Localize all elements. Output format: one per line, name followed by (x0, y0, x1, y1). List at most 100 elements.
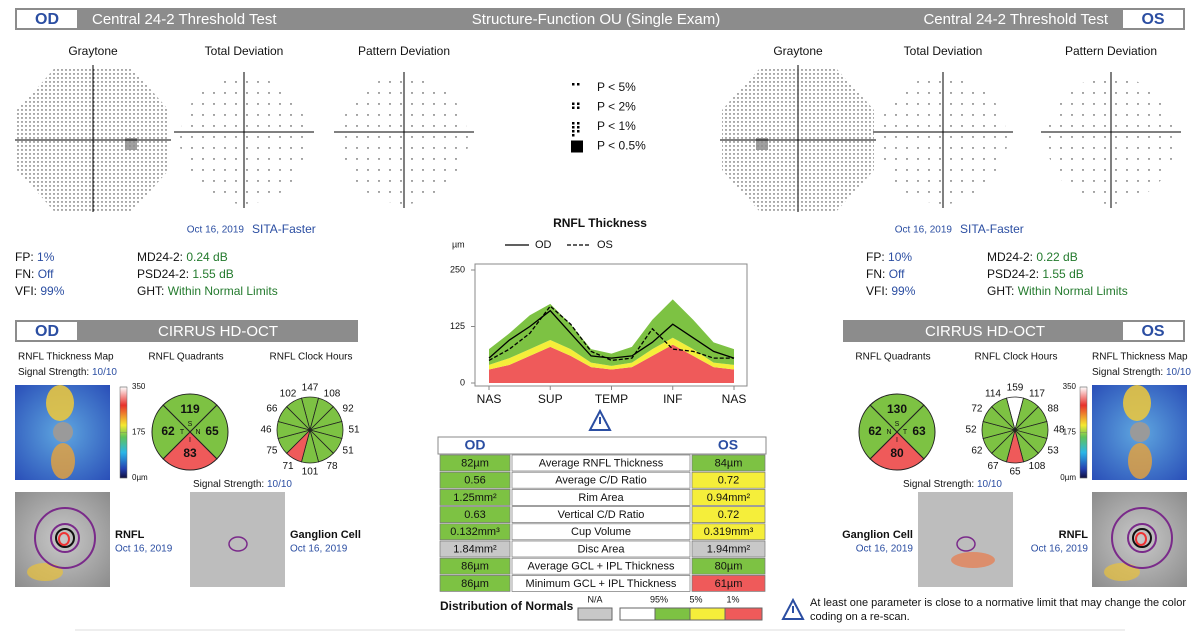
clock-value: 72 (971, 404, 983, 415)
signal-value: 10/10 (1166, 367, 1191, 378)
table-cell (691, 557, 766, 575)
ganglion-fundus (918, 492, 1013, 587)
note-box: At least one parameter is close to a nor… (810, 597, 1186, 623)
cup-margin (1135, 532, 1147, 546)
cell-text: 0.56 (464, 475, 485, 487)
cell-text: Rim Area (578, 492, 624, 504)
legend-swatch (689, 607, 726, 621)
disc-margin (55, 528, 75, 548)
table-cell (439, 506, 511, 523)
exam-date: Oct 16, 2019 (895, 225, 953, 236)
strategy: SITA-Faster (252, 222, 316, 236)
symbol-dot (572, 130, 575, 133)
map-hotspot (46, 385, 74, 421)
ganglion-ring (228, 536, 248, 552)
legend-label: 5% (689, 594, 702, 604)
plot-title: Total Deviation (205, 44, 284, 58)
image-label: RNFL (1059, 529, 1089, 541)
clock-title: RNFL Clock Hours (270, 352, 353, 363)
clock-value: 48 (1053, 425, 1065, 436)
scan-circle (34, 507, 96, 569)
test-name: Central 24-2 Threshold Test (92, 11, 277, 28)
signal-label: Signal Strength: (903, 479, 974, 490)
stat: GHT: Within Normal Limits (987, 284, 1128, 298)
quadrant-letter: N (886, 429, 891, 436)
stat: GHT: Within Normal Limits (137, 284, 278, 298)
legend-label: 1% (726, 594, 739, 604)
symbol-dot (572, 126, 575, 129)
symbol-dot (577, 126, 580, 129)
quadrant-value: 62 (868, 424, 882, 438)
percentile-band (489, 344, 734, 383)
stat-label: VFI: (866, 284, 888, 298)
image-label: Ganglion Cell (842, 529, 913, 541)
table-cell (439, 540, 511, 558)
legend-symbol (572, 83, 580, 86)
rnfl-line (488, 305, 734, 362)
eye-box (1123, 322, 1183, 340)
scan-circle (1127, 523, 1157, 553)
quadrant-value: 65 (205, 424, 219, 438)
clock-value: 66 (266, 404, 278, 415)
stat-value: Off (38, 267, 54, 281)
quadrant-letter: T (180, 429, 185, 436)
table-cell (511, 540, 691, 558)
legend-swatch (724, 607, 763, 621)
stat: MD24-2: 0.22 dB (987, 250, 1078, 264)
legend-label: P < 1% (597, 119, 636, 133)
image-date: Oct 16, 2019 (1031, 544, 1089, 555)
cell-text: 1.25mm² (453, 492, 497, 504)
legend-label: P < 0.5% (597, 139, 646, 153)
legend-label: OS (597, 239, 613, 251)
graytone-spot (125, 138, 137, 150)
quadrant-value: 63 (912, 424, 926, 438)
legend-symbol (572, 102, 580, 109)
cell-text: Average RNFL Thickness (539, 457, 664, 469)
scan-circle (50, 523, 80, 553)
cell-text: 86µm (461, 578, 489, 590)
stat-label: PSD24-2: (987, 267, 1039, 281)
stat-label: MD24-2: (137, 250, 183, 264)
symbol-dot (572, 83, 575, 86)
eye-label: OS (1141, 323, 1164, 340)
stat-value: 0.24 dB (186, 250, 227, 264)
image-date: Oct 16, 2019 (115, 544, 173, 555)
symbol-dot (572, 122, 575, 125)
cell-text: 0.72 (718, 509, 739, 521)
stat-value: Within Normal Limits (168, 284, 278, 298)
y-axis-label: µm (452, 239, 465, 249)
section-bar (15, 320, 358, 342)
x-tick-label: TEMP (595, 392, 628, 406)
x-tick-label: INF (663, 392, 682, 406)
y-tick-label: 250 (450, 264, 465, 274)
map-hotspot (51, 443, 75, 479)
scale-label: 350 (1063, 382, 1077, 391)
table-cell (439, 489, 511, 506)
stat-value: Within Normal Limits (1018, 284, 1128, 298)
y-tick-label: 125 (450, 321, 465, 331)
stat: VFI: 99% (15, 284, 65, 298)
cell-text: 61µm (715, 578, 743, 590)
clock-sector (991, 397, 1016, 432)
cell-text: Average C/D Ratio (555, 475, 647, 487)
plot-title: Total Deviation (904, 44, 983, 58)
clock-value: 62 (971, 446, 983, 457)
quadrants-title: RNFL Quadrants (855, 352, 930, 363)
quadrant-letter: I (896, 437, 898, 444)
column-header: OS (718, 437, 738, 453)
column-header: OD (465, 437, 486, 453)
cell-text: 1.94mm² (707, 543, 751, 555)
strategy: SITA-Faster (960, 222, 1024, 236)
scale-label: 0µm (1060, 473, 1076, 482)
header-bar (15, 8, 1185, 30)
image-label: Ganglion Cell (290, 529, 361, 541)
stat: FP: 10% (866, 250, 912, 264)
x-tick-label: NAS (477, 392, 502, 406)
stat: PSD24-2: 1.55 dB (137, 267, 234, 281)
stat: FP: 1% (15, 250, 55, 264)
percentile-band (489, 299, 734, 366)
cell-text: Minimum GCL + IPL Thickness (526, 578, 677, 590)
clock-value: 108 (1029, 461, 1046, 472)
table-cell (691, 540, 766, 558)
table-cell (511, 523, 691, 541)
